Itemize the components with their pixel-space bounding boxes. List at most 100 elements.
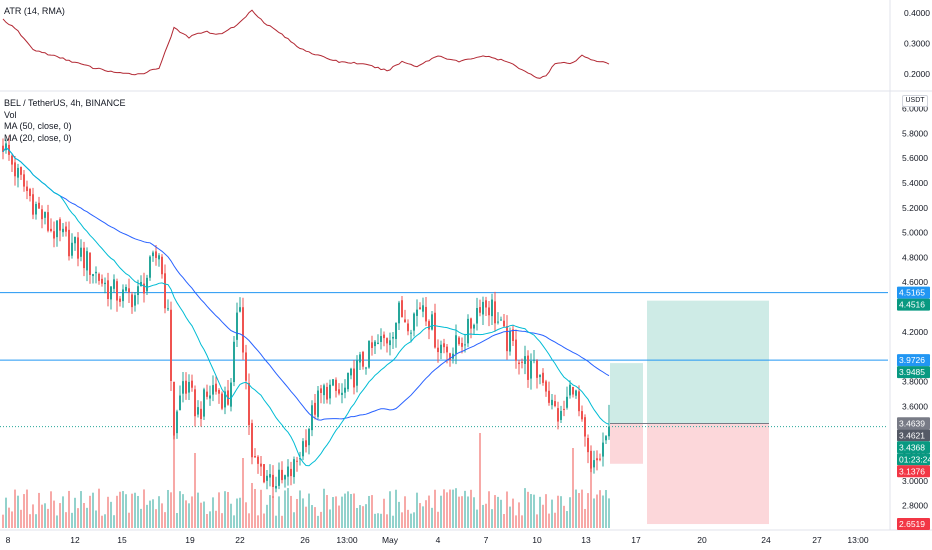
candle-body [578,391,580,412]
volume-bar [365,504,367,528]
candle-body [272,474,274,488]
volume-bar [38,492,40,528]
volume-bar [239,497,241,528]
volume-bar [587,493,589,528]
volume-bar [233,515,235,528]
volume-bar [296,498,298,528]
volume-bar [44,503,46,528]
price-scale-label: 3.0000 [902,476,928,486]
candle-body [254,456,256,458]
volume-bar [203,501,205,528]
price-badge-6: 3.4368 [897,441,930,454]
candle-body [590,450,592,469]
volume-bar [11,511,13,528]
price-badge-text: 2.6519 [899,519,925,529]
price-badge-bg [897,286,930,299]
currency-selector[interactable]: USDT [902,95,928,107]
candle-body [314,402,316,415]
candle-body [257,456,259,464]
price-badge-text: 4.5165 [899,288,925,298]
candle-body [539,374,541,378]
price-badge-5: 3.4621 [897,429,930,442]
symbol-title[interactable]: BEL / TetherUS, 4h, BINANCE [4,98,126,108]
main-legend: BEL / TetherUS, 4h, BINANCE Vol MA (50, … [4,98,126,144]
volume-bar [509,506,511,528]
volume-bar [347,491,349,528]
candle-body [362,351,364,367]
candle-body [569,384,571,396]
volume-bar [326,495,328,528]
candle-body [86,251,88,271]
atr-indicator-label[interactable]: ATR (14, RMA) [4,6,65,16]
volume-bar [332,497,334,528]
price-scale-label: 5.8000 [902,128,928,138]
ma50-line [2,146,610,421]
volume-bar [107,496,109,528]
price-scale-label: 3.6000 [902,401,928,411]
volume-bar [578,493,580,528]
candle-body [125,286,127,291]
candle-body [494,301,496,324]
candle-body [596,458,598,461]
volume-bar [80,491,82,528]
candle-body [332,379,334,386]
candle-body [14,162,16,177]
volume-bar [434,489,436,528]
candle-body [194,389,196,417]
candle-body [482,301,484,315]
volume-bar [353,493,355,528]
price-badge-bg [897,366,930,379]
volume-bar [89,495,91,528]
candle-body [530,361,532,379]
volume-bar [389,491,391,528]
candle-body [224,391,226,408]
candle-body [167,308,169,310]
volume-bar [500,499,502,528]
candle-body [65,226,67,232]
candle-body [11,155,13,165]
candle-body [158,255,160,260]
time-axis-label: 10 [532,535,542,545]
price-badge-3: 3.9485 [897,366,930,379]
indicator-vol[interactable]: Vol [4,109,17,120]
price-badge-bg [897,453,930,466]
candle-body [425,306,427,322]
volume-bar [581,489,583,528]
volume-bar [143,489,145,528]
candle-body [239,307,241,312]
price-scale-label: 6.0000 [902,103,928,113]
candle-body [188,381,190,393]
candle-body [107,280,109,299]
candle-body [113,279,115,289]
volume-bar [419,503,421,528]
volume-bar [407,509,409,528]
candle-body [203,389,205,417]
indicator-ma50[interactable]: MA (50, close, 0) [4,121,72,131]
volume-bar [575,489,577,528]
indicator-ma20[interactable]: MA (20, close, 0) [4,132,72,143]
candle-body [584,417,586,437]
volume-bar [83,503,85,528]
volume-bar [98,488,100,528]
volume-bar [179,491,181,528]
volume-bar [524,488,526,528]
volume-bar [221,513,223,528]
candle-body [53,231,55,239]
candle-body [311,405,313,431]
volume-bar [272,496,274,528]
volume-bar [266,504,268,528]
volume-bar [62,496,64,528]
volume-bar [467,496,469,528]
time-axis-label: 7 [484,535,489,545]
volume-bar [569,497,571,528]
volume-bar [20,509,22,528]
candle-body [80,247,82,257]
volume-bar [539,496,541,528]
volume-bar [431,507,433,528]
volume-bar [137,495,139,528]
candle-body [371,342,373,348]
volume-bar [374,513,376,528]
volume-bar [371,495,373,528]
